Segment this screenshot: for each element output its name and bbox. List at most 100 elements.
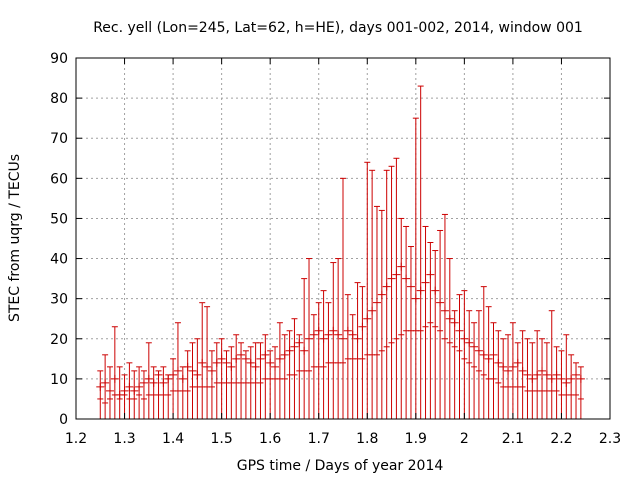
data-point <box>139 378 148 387</box>
data-point <box>135 382 144 391</box>
data-point <box>348 330 357 339</box>
data-point <box>440 306 449 315</box>
data-point <box>217 354 226 363</box>
data-point <box>246 358 255 367</box>
data-point <box>193 370 202 379</box>
data-point <box>212 358 221 367</box>
data-point <box>552 370 561 379</box>
x-tick-label: 1.6 <box>259 431 281 447</box>
data-point <box>256 354 265 363</box>
data-point <box>508 362 517 371</box>
data-point <box>183 362 192 371</box>
data-point <box>504 366 513 375</box>
data-point <box>105 386 114 395</box>
data-point <box>110 374 119 383</box>
data-point <box>222 358 231 367</box>
data-point <box>576 374 585 383</box>
data-point <box>319 334 328 343</box>
y-tick-labels: 0 10 20 30 40 50 60 70 80 90 <box>50 51 68 428</box>
data-point <box>397 262 406 271</box>
x-tick-label: 2.1 <box>502 431 524 447</box>
data-point <box>305 334 314 343</box>
data-point <box>309 330 318 339</box>
data-point <box>499 362 508 371</box>
y-tick-label: 60 <box>50 171 68 187</box>
data-point <box>203 362 212 371</box>
x-tick-label: 1.7 <box>308 431 330 447</box>
data-point <box>149 378 158 387</box>
data-point <box>363 314 372 323</box>
data-point <box>368 306 377 315</box>
data-point <box>382 282 391 291</box>
data-point <box>470 342 479 351</box>
y-tick-label: 0 <box>59 412 68 428</box>
data-point <box>431 286 440 295</box>
data-point <box>436 298 445 307</box>
plot-area-border <box>75 57 611 420</box>
data-point <box>295 338 304 347</box>
x-tick-label: 1.4 <box>162 431 184 447</box>
data-point <box>479 350 488 359</box>
data-point <box>518 366 527 375</box>
x-tick-label: 2 <box>460 431 469 447</box>
x-tick-label: 1.3 <box>113 431 135 447</box>
data-point <box>339 334 347 343</box>
data-point <box>314 326 323 335</box>
data-point <box>372 298 381 307</box>
x-tick-label: 1.9 <box>405 431 427 447</box>
data-point <box>96 382 105 391</box>
data-point <box>484 354 493 363</box>
x-tick-labels: 1.2 1.3 1.4 1.5 1.6 1.7 1.8 1.9 2 2.1 2.2 2.3 <box>65 431 621 447</box>
data-point <box>159 378 168 387</box>
data-point <box>416 286 425 295</box>
data-point <box>421 278 430 287</box>
data-point <box>227 362 236 371</box>
data-point <box>237 350 246 359</box>
data-point <box>387 274 396 283</box>
data-point <box>450 318 459 327</box>
y-tick-label: 40 <box>50 252 68 268</box>
data-point <box>329 326 338 335</box>
data-point <box>353 334 362 343</box>
x-tick-label: 2.2 <box>550 431 572 447</box>
data-point <box>358 322 367 331</box>
data-point <box>547 374 556 383</box>
y-tick-label: 10 <box>50 372 68 388</box>
data-point <box>533 370 542 379</box>
data-point <box>285 346 294 355</box>
data-point <box>402 274 411 283</box>
chart-title: Rec. yell (Lon=245, Lat=62, h=HE), days … <box>93 20 583 36</box>
data-point <box>557 374 566 383</box>
data-series <box>96 85 585 419</box>
data-point <box>266 358 275 367</box>
y-tick-label: 70 <box>50 131 68 147</box>
x-axis-label: GPS time / Days of year 2014 <box>237 458 444 474</box>
data-point <box>207 366 216 375</box>
data-point <box>169 370 178 379</box>
data-point <box>130 386 139 395</box>
y-tick-label: 30 <box>50 292 68 308</box>
data-point <box>290 342 299 351</box>
data-point <box>494 358 503 367</box>
data-point <box>474 346 483 355</box>
data-point <box>411 294 420 303</box>
data-point <box>406 282 415 291</box>
data-point <box>523 370 532 379</box>
y-tick-label: 50 <box>50 211 68 227</box>
x-tick-label: 1.2 <box>65 431 87 447</box>
data-point <box>513 358 522 367</box>
x-tick-label: 1.5 <box>211 431 233 447</box>
data-point <box>173 366 182 375</box>
data-point <box>144 374 153 383</box>
data-point <box>572 370 581 379</box>
y-tick-label: 80 <box>50 91 68 107</box>
data-point <box>489 350 498 359</box>
data-point <box>343 326 352 335</box>
data-point <box>445 314 454 323</box>
x-tick-label: 2.3 <box>599 431 621 447</box>
data-point <box>300 346 309 355</box>
data-point <box>562 378 571 387</box>
data-point <box>334 330 343 339</box>
data-point <box>542 370 551 379</box>
